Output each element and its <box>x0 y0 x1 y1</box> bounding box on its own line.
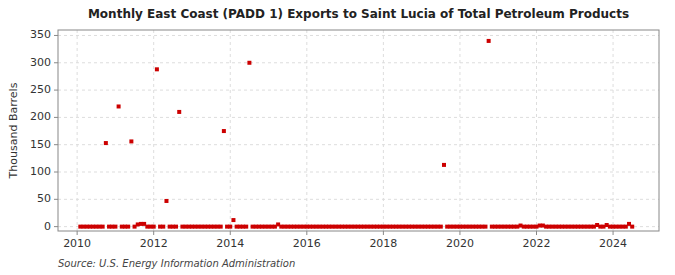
x-grid-line <box>613 30 614 231</box>
y-tick-label: 250 <box>30 83 51 96</box>
x-grid-line <box>77 30 78 231</box>
chart: 0 50 100 150 200 250 300 350 2010 2012 2014 2016 201… <box>0 0 675 275</box>
y-grid-line <box>58 199 659 200</box>
point <box>174 225 178 229</box>
x-grid-line <box>459 30 460 231</box>
x-tick-label: 2010 <box>63 237 91 250</box>
y-tick-label: 200 <box>30 110 51 123</box>
x-tick <box>153 231 154 235</box>
y-tick-label: 100 <box>30 165 51 178</box>
x-tick-label: 2012 <box>140 237 168 250</box>
point <box>487 39 491 43</box>
x-tick <box>77 231 78 235</box>
y-tick-label: 0 <box>44 220 51 233</box>
y-tick <box>54 90 58 91</box>
point <box>244 225 248 229</box>
y-tick-label: 350 <box>30 28 51 41</box>
x-tick <box>306 231 307 235</box>
point <box>222 129 226 133</box>
point <box>630 225 634 229</box>
y-tick <box>54 199 58 200</box>
point <box>247 61 251 65</box>
x-tick <box>536 231 537 235</box>
y-grid-line <box>58 62 659 63</box>
point <box>113 225 117 229</box>
point <box>129 139 133 143</box>
y-tick <box>54 144 58 145</box>
x-tick-label: 2016 <box>293 237 321 250</box>
axes: 0 50 100 150 200 250 300 350 2010 2012 2014 2016 201… <box>30 28 627 250</box>
y-grid-line <box>58 35 659 36</box>
point <box>177 110 181 114</box>
y-tick-label: 150 <box>30 138 51 151</box>
y-axis-label: Thousand Barrels <box>7 82 20 179</box>
x-grid-line <box>230 30 231 231</box>
points <box>78 39 634 229</box>
y-tick <box>54 117 58 118</box>
point <box>161 225 165 229</box>
point <box>439 225 443 229</box>
y-tick <box>54 172 58 173</box>
point <box>101 225 105 229</box>
point <box>104 141 108 145</box>
x-tick <box>613 231 614 235</box>
y-tick-label: 50 <box>37 192 51 205</box>
point <box>219 225 223 229</box>
plot-frame <box>58 30 659 231</box>
title: Monthly East Coast (PADD 1) Exports to S… <box>88 7 629 21</box>
y-tick <box>54 62 58 63</box>
x-tick-label: 2018 <box>369 237 397 250</box>
grid <box>58 30 659 231</box>
x-grid-line <box>153 30 154 231</box>
point <box>483 225 487 229</box>
point <box>442 163 446 167</box>
x-grid-line <box>536 30 537 231</box>
y-tick <box>54 35 58 36</box>
point <box>164 199 168 203</box>
x-tick-label: 2020 <box>446 237 474 250</box>
point <box>117 104 121 108</box>
x-tick <box>383 231 384 235</box>
x-tick-label: 2014 <box>216 237 244 250</box>
y-grid-line <box>58 117 659 118</box>
y-tick-label: 300 <box>30 56 51 69</box>
x-tick <box>230 231 231 235</box>
source-note: Source: U.S. Energy Information Administ… <box>58 258 295 269</box>
x-grid-line <box>306 30 307 231</box>
point <box>228 225 232 229</box>
x-tick-label: 2024 <box>599 237 627 250</box>
y-grid-line <box>58 172 659 173</box>
point <box>152 225 156 229</box>
y-grid-line <box>58 144 659 145</box>
x-grid-line <box>383 30 384 231</box>
point <box>231 218 235 222</box>
point <box>155 67 159 71</box>
x-tick <box>459 231 460 235</box>
y-tick <box>54 226 58 227</box>
y-grid-line <box>58 90 659 91</box>
point <box>126 225 130 229</box>
x-tick-label: 2022 <box>523 237 551 250</box>
